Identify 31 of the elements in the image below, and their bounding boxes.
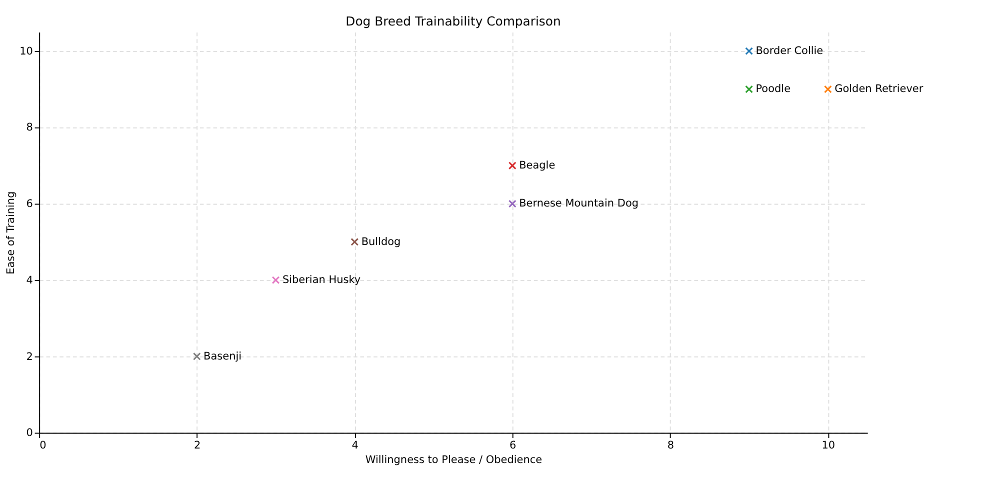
y-axis-title: Ease of Training xyxy=(4,191,17,274)
x-axis-title: Willingness to Please / Obedience xyxy=(365,454,542,466)
series-label: Siberian Husky xyxy=(282,274,361,286)
chart-title: Dog Breed Trainability Comparison xyxy=(346,13,561,28)
x-tick-label: 6 xyxy=(510,439,517,452)
y-tick-label: 10 xyxy=(20,45,33,58)
point xyxy=(824,85,832,94)
series-label: Basenji xyxy=(204,350,242,362)
y-tick-label: 8 xyxy=(26,122,33,134)
series-label: Bulldog xyxy=(361,236,401,248)
y-tick-label: 4 xyxy=(26,274,34,286)
series-label: Poodle xyxy=(756,83,791,96)
x-tick-label: 4 xyxy=(352,439,359,452)
series-label: Golden Retriever xyxy=(834,83,924,96)
point xyxy=(350,238,359,246)
point xyxy=(745,47,754,56)
x-tick-label: 0 xyxy=(40,439,46,452)
series-label: Border Collie xyxy=(756,44,824,57)
y-tick-label: 0 xyxy=(26,427,33,440)
point xyxy=(508,162,516,170)
series-label: Bernese Mountain Dog xyxy=(519,198,639,210)
point xyxy=(192,352,201,360)
x-tick-label: 10 xyxy=(822,439,836,452)
series-label: Beagle xyxy=(519,159,556,172)
point xyxy=(508,200,516,208)
point xyxy=(745,85,754,94)
x-tick-label: 2 xyxy=(194,439,201,452)
point xyxy=(272,276,280,284)
y-tick-label: 2 xyxy=(26,350,33,363)
y-tick-label: 6 xyxy=(26,198,34,210)
x-tick-label: 8 xyxy=(667,439,674,452)
